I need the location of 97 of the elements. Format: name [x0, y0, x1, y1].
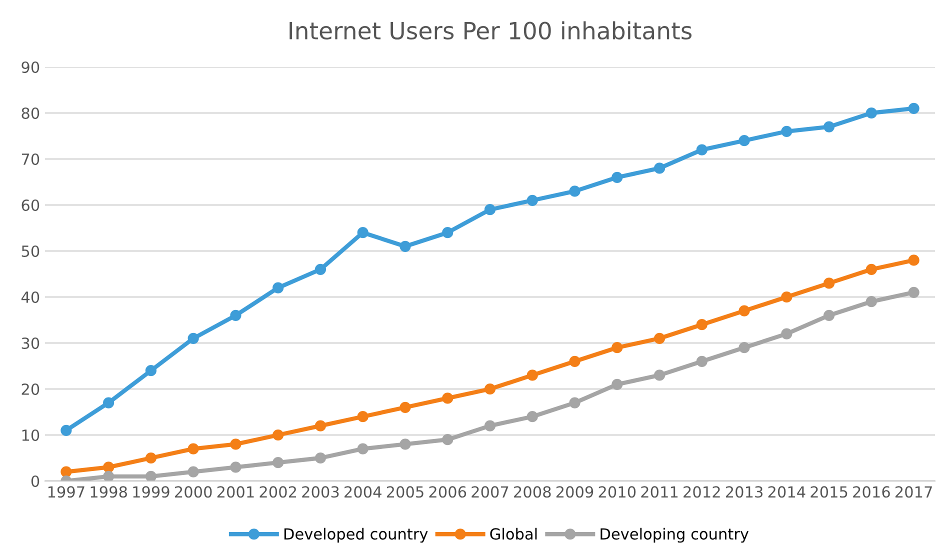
x-tick-label: 2007: [472, 486, 508, 498]
y-tick-label: 10: [22, 429, 40, 442]
point: [103, 462, 114, 473]
x-tick-label: 2012: [684, 486, 720, 498]
point: [314, 264, 326, 275]
point: [314, 420, 326, 432]
point: [908, 254, 920, 266]
x-tick-label: 2010: [598, 486, 636, 498]
y-tick-label: 80: [22, 107, 40, 120]
x-tick-label: 2014: [768, 486, 806, 498]
point: [272, 429, 284, 441]
point: [526, 194, 538, 206]
point: [103, 470, 114, 481]
legend-label: Global: [490, 528, 537, 540]
point: [230, 438, 242, 450]
point: [103, 397, 114, 408]
point: [145, 365, 157, 376]
point: [908, 286, 920, 298]
point: [145, 452, 157, 464]
point: [866, 296, 877, 308]
point: [442, 392, 454, 404]
point: [569, 186, 580, 197]
point: [612, 342, 623, 354]
point: [272, 457, 284, 468]
x-tick-label: 2015: [810, 486, 848, 498]
point: [188, 443, 199, 454]
point: [60, 424, 72, 436]
x-tick-label: 2008: [514, 486, 551, 498]
point: [526, 370, 538, 381]
y-tick-label: 60: [22, 199, 40, 212]
point: [357, 227, 368, 238]
point: [654, 370, 666, 381]
point: [696, 319, 708, 330]
point: [696, 356, 708, 367]
point: [654, 332, 666, 344]
y-tick-label: 90: [22, 61, 40, 74]
point: [696, 144, 708, 156]
y-tick-label: 50: [22, 245, 40, 258]
point: [738, 135, 750, 146]
point: [442, 227, 454, 238]
point: [781, 328, 792, 340]
x-tick-label: 2002: [260, 486, 296, 498]
point: [866, 264, 877, 275]
x-tick-label: 1998: [90, 486, 127, 498]
point: [823, 278, 835, 289]
point: [442, 434, 454, 446]
point: [357, 411, 368, 422]
x-tick-label: 2009: [556, 486, 594, 498]
point: [823, 121, 835, 132]
x-tick-label: 2004: [344, 486, 382, 498]
point: [484, 420, 496, 432]
point: [908, 102, 920, 114]
x-tick-label: 2003: [302, 486, 339, 498]
x-tick-label: 2000: [175, 486, 212, 498]
y-tick-label: 70: [22, 153, 40, 166]
point: [484, 204, 496, 216]
y-tick-label: 30: [22, 337, 40, 350]
point: [188, 466, 199, 478]
point: [400, 402, 411, 413]
point: [272, 282, 284, 294]
point: [230, 310, 242, 321]
point: [569, 397, 580, 408]
x-tick-label: 2005: [386, 486, 424, 498]
point: [145, 470, 157, 481]
point: [526, 411, 538, 422]
point: [823, 310, 835, 321]
x-tick-label: 1997: [48, 486, 84, 498]
point: [781, 126, 792, 137]
x-tick-label: 2006: [429, 486, 466, 498]
x-tick-label: 2011: [641, 486, 678, 498]
y-tick-label: 40: [21, 291, 40, 304]
point: [188, 332, 199, 344]
x-tick-label: 2017: [895, 486, 932, 498]
point: [60, 466, 72, 478]
x-tick-label: 2001: [217, 486, 254, 498]
point: [569, 356, 580, 367]
point: [230, 462, 242, 473]
point: [654, 162, 666, 174]
point: [400, 438, 411, 450]
point: [357, 443, 368, 454]
point: [314, 452, 326, 464]
point: [400, 240, 411, 252]
point: [781, 291, 792, 303]
point: [484, 383, 496, 395]
point: [738, 342, 750, 354]
x-tick-label: 2016: [853, 486, 890, 498]
y-tick-label: 0: [31, 475, 40, 488]
x-tick-label: 1999: [133, 486, 170, 498]
point: [612, 378, 623, 390]
point: [738, 305, 750, 316]
chart-title: Internet Users Per 100 inhabitants: [290, 21, 692, 40]
x-tick-label: 2013: [726, 486, 762, 498]
point: [612, 172, 623, 183]
legend-label: Developed country: [284, 528, 428, 543]
legend-label: Developing country: [600, 528, 749, 543]
y-tick-label: 20: [22, 383, 40, 396]
point: [866, 107, 877, 119]
